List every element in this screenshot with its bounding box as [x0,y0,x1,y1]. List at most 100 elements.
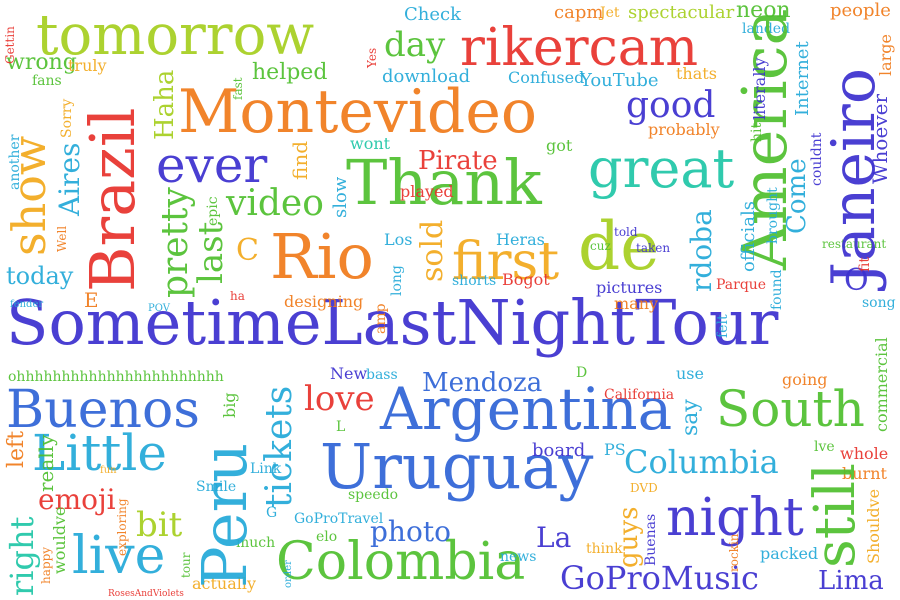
word-night: night [666,488,804,548]
word-landed: landed [742,21,791,37]
word-packed: packed [760,544,819,563]
word-great: great [588,137,735,200]
word-many: many [614,294,659,313]
word-well: Well [55,225,69,252]
word-actually: actually [192,574,257,593]
word-yes: Yes [365,47,379,68]
word-o: O [844,263,869,298]
word-think: think [586,541,623,557]
word-fast: fast [231,77,245,100]
word-brought: brought [765,187,781,244]
word-lima: Lima [818,566,884,596]
word-gettin: Gettin [3,26,17,64]
word-bass: bass [366,367,398,383]
word-jet: Jet [600,5,620,21]
word-song: song [862,295,896,311]
word-really: really [34,434,58,492]
word-la: La [536,521,572,554]
word-shouldve: Shouldve [864,488,883,564]
word-youtube: YouTube [580,70,659,91]
word-couldnt: couldnt [809,132,825,186]
word-de: de [578,208,660,285]
word-epic: epic [205,196,221,226]
word-south: South [716,380,865,438]
word-find: find [288,140,312,180]
word-another: another [7,134,23,190]
word-long: long [389,265,405,296]
word-amp: amp [373,303,389,334]
word-officials: officials [738,201,759,272]
word-exploring: exploring [115,498,129,556]
word-los: Los [384,230,413,249]
word-pov: POV [148,303,170,314]
word-use: use [676,364,704,383]
word-good: good [626,85,716,126]
word-new: New [330,364,368,383]
word-buenos: Buenos [6,380,200,440]
word-whole: whole [840,444,889,463]
word-played: played [400,182,454,201]
word-rikercam: rikercam [460,18,699,78]
word-slow: slow [330,176,351,218]
word-felt: felt [715,314,731,338]
word-uruguay: Uruguay [320,430,594,503]
word-colombia: Colombia [276,532,526,592]
word-order: order [283,560,294,588]
word-tickets: tickets [259,385,300,508]
word-guys: guys [614,506,644,568]
word-speedo: speedo [348,487,399,503]
word-roses: RosesAndViolets [108,589,184,599]
word-haha: Haha [150,69,180,140]
word-heras: Heras [496,230,545,249]
word-bogot: Bogot [502,270,550,289]
word-wrong: wrong [6,50,77,75]
word-check: Check [404,4,462,25]
word-hit: hit [749,122,765,142]
word-columbia: Columbia [624,443,779,481]
word-right: right [3,516,41,596]
word-bit: bit [136,505,183,545]
word-truly: truly [68,56,107,75]
word-pretty: pretty [155,187,196,298]
word-thank: Thank [346,146,542,219]
word-board: board [532,440,586,461]
word-ha: ha [230,289,245,303]
word-helped: helped [252,60,328,85]
word-come: Come [782,158,812,234]
word-taken: taken [636,241,671,255]
word-argentina: Argentina [380,375,673,443]
word-gopromusic: GoProMusic [560,559,759,597]
word-burnt: burnt [842,464,887,483]
word-tour: tour [179,552,193,578]
word-buenas: Buenas [643,513,659,566]
word-happy: happy [39,546,53,584]
word-pictures: pictures [596,278,663,297]
word-news: news [500,549,537,565]
word-photo: photo [370,515,451,548]
word-brazil: Brazil [76,107,149,293]
word-restaurant: restaurant [822,237,887,251]
word-designing: designing [284,292,364,311]
word-fans: fans [32,73,62,89]
word-california: California [604,387,675,403]
word-spectacular: spectacular [628,2,735,23]
word-rio: Rio [270,220,374,293]
word-rockin: rockin [727,533,741,572]
word-whoever: Whoever [868,93,892,184]
word-parque: Parque [716,277,767,293]
word-lve: lve [814,439,835,455]
word-got: got [546,136,573,155]
word-commercial: commercial [872,337,891,432]
word-capm: capm [554,2,604,23]
word-probably: probably [648,120,720,139]
word-fender: fender [10,299,44,310]
word-mendoza: Mendoza [422,368,543,398]
word-today: today [6,262,74,290]
word-d: D [576,365,588,381]
word-e: E [84,288,99,312]
word-smile: Smile [196,479,237,495]
word-fit: fit [857,257,873,272]
word-neon: neon [736,0,791,23]
word-much: much [236,535,276,551]
word-going: going [782,370,828,389]
